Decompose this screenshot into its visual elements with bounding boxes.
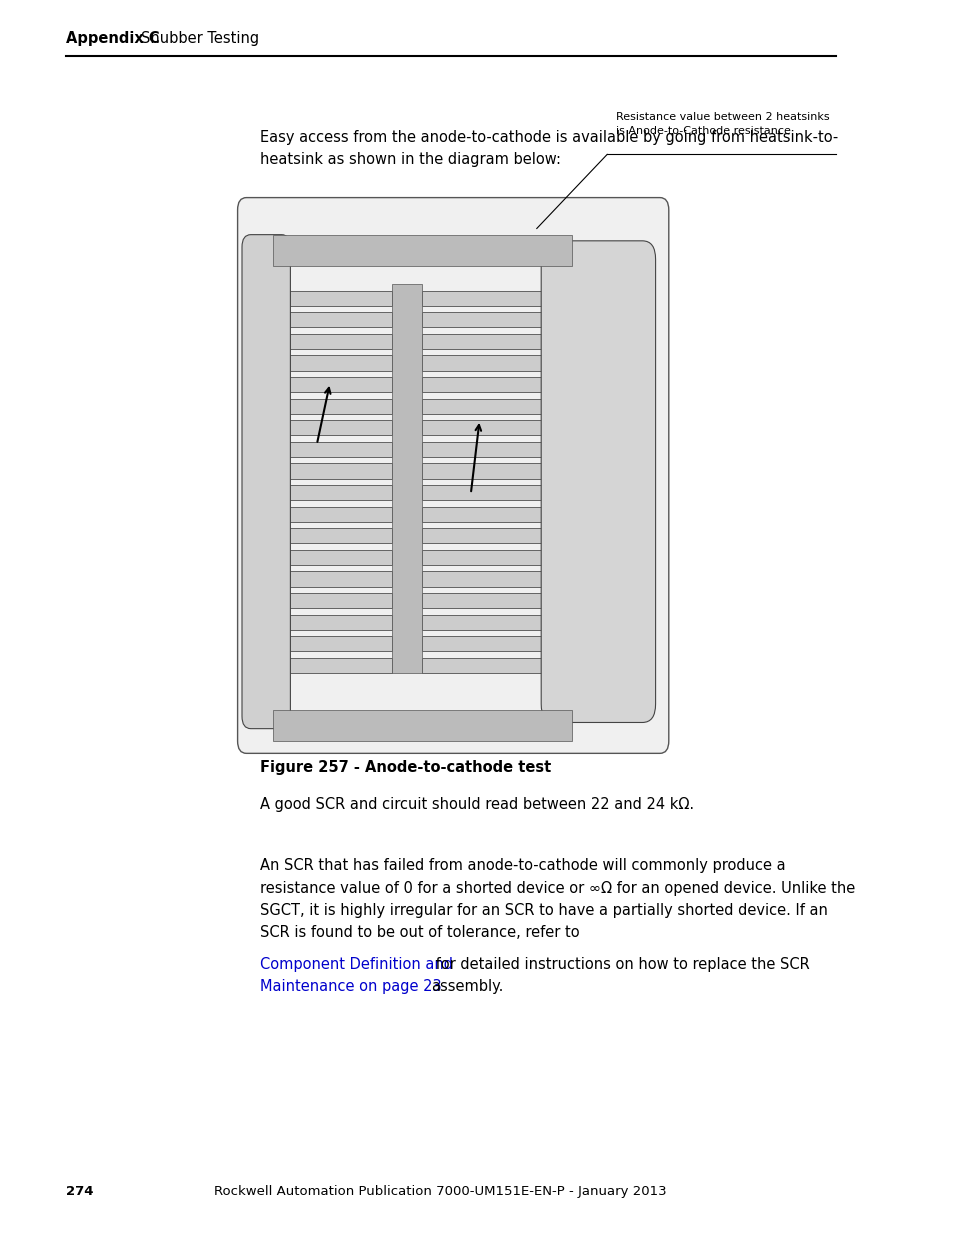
Bar [277, 550, 391, 566]
Text: Figure 257 - Anode-to-cathode test: Figure 257 - Anode-to-cathode test [259, 760, 550, 774]
Bar [422, 529, 554, 543]
Text: Easy access from the anode-to-cathode is available by going from heatsink-to-
he: Easy access from the anode-to-cathode is… [259, 130, 837, 167]
Bar [277, 420, 391, 436]
Bar [277, 529, 391, 543]
Bar [277, 485, 391, 500]
Bar [422, 593, 554, 608]
Bar [277, 356, 391, 370]
Bar [273, 710, 572, 741]
Bar [422, 485, 554, 500]
Text: Component Definition and
Maintenance on page 23: Component Definition and Maintenance on … [259, 957, 452, 994]
Bar [277, 658, 391, 673]
Text: Resistance value between 2 heatsinks
is Anode-to-Cathode resistance: Resistance value between 2 heatsinks is … [616, 112, 829, 136]
Bar [422, 615, 554, 630]
Bar [277, 593, 391, 608]
Bar [277, 506, 391, 522]
Bar [422, 420, 554, 436]
Bar [422, 333, 554, 348]
Text: Rockwell Automation Publication 7000-UM151E-EN-P - January 2013: Rockwell Automation Publication 7000-UM1… [213, 1184, 665, 1198]
Bar [422, 290, 554, 305]
Bar [422, 377, 554, 393]
Bar [277, 636, 391, 652]
FancyBboxPatch shape [540, 241, 655, 722]
Bar [277, 290, 391, 305]
Bar [277, 312, 391, 327]
Bar [422, 399, 554, 414]
FancyBboxPatch shape [237, 198, 668, 753]
Bar [277, 399, 391, 414]
Bar [422, 356, 554, 370]
Bar [277, 442, 391, 457]
Bar [422, 312, 554, 327]
Bar [277, 377, 391, 393]
Text: for detailed instructions on how to replace the SCR
assembly.: for detailed instructions on how to repl… [431, 957, 809, 994]
Bar [422, 442, 554, 457]
Bar [422, 658, 554, 673]
Text: Snubber Testing: Snubber Testing [141, 31, 258, 46]
Text: 274: 274 [66, 1184, 93, 1198]
Bar [277, 333, 391, 348]
Bar [422, 463, 554, 479]
Text: A good SCR and circuit should read between 22 and 24 kΩ.: A good SCR and circuit should read betwe… [259, 797, 693, 811]
Text: Appendix C: Appendix C [66, 31, 159, 46]
Bar [391, 284, 422, 673]
Text: An SCR that has failed from anode-to-cathode will commonly produce a
resistance : An SCR that has failed from anode-to-cat… [259, 858, 854, 940]
Bar [422, 506, 554, 522]
Bar [422, 636, 554, 652]
Bar [277, 615, 391, 630]
Bar [277, 572, 391, 587]
Bar [422, 550, 554, 566]
Bar [273, 235, 572, 266]
Bar [422, 572, 554, 587]
FancyBboxPatch shape [242, 235, 290, 729]
Bar [277, 463, 391, 479]
